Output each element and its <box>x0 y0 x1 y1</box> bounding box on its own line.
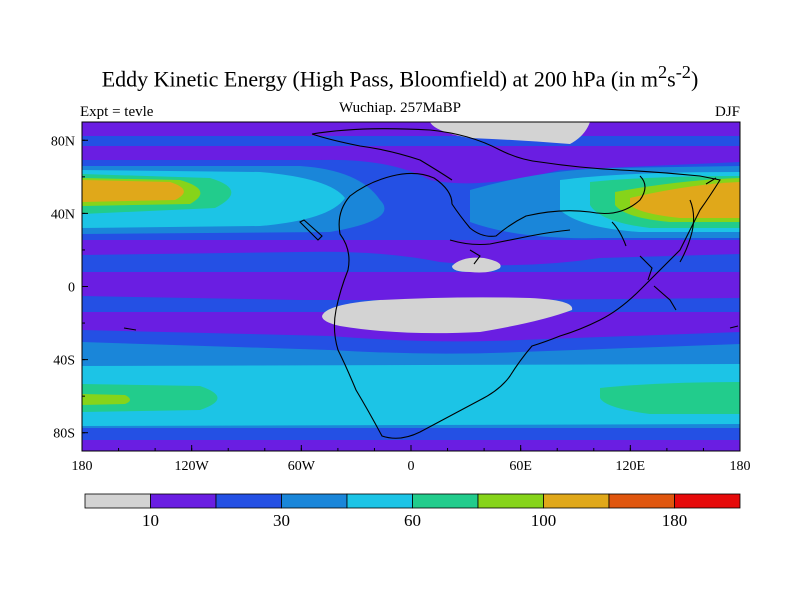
small-terrane-7 <box>123 327 137 331</box>
x-tick-label-60w: 60W <box>288 459 316 474</box>
colorbar-label-60: 60 <box>404 511 421 530</box>
x-tick-label-120e: 120E <box>616 459 646 474</box>
title-superscript-1: 2 <box>657 62 668 82</box>
y-tick-label-80n: 80N <box>51 134 75 149</box>
title-unit-s: s <box>667 66 676 92</box>
x-tick-labels: 180 120W 60W 0 60E 120E 180 <box>72 459 751 474</box>
sh-yellowgreen-west <box>82 394 130 405</box>
colorbar-box-5 <box>412 493 479 509</box>
sh-green-east <box>600 382 740 414</box>
colorbar-box-0 <box>84 493 151 509</box>
equatorial-gray-minimum <box>322 297 573 334</box>
title-main: Eddy Kinetic Energy (High Pass, Bloomfie… <box>101 66 658 92</box>
colorbar <box>84 493 741 509</box>
sh-polar-band <box>82 428 740 440</box>
colorbar-box-7 <box>543 493 610 509</box>
chart-title: Eddy Kinetic Energy (High Pass, Bloomfie… <box>0 62 800 92</box>
colorbar-box-4 <box>346 493 413 509</box>
colorbar-box-1 <box>150 493 217 509</box>
sh-cyan-band <box>82 364 740 426</box>
small-terrane-2 <box>611 221 627 247</box>
polar-gray-minimum <box>430 122 590 144</box>
tropical-band-north <box>82 251 740 272</box>
colorbar-box-3 <box>281 493 348 509</box>
nh-polar-band <box>82 136 740 146</box>
y-tick-label-40s: 40S <box>53 354 75 369</box>
axis-ticks <box>81 139 741 451</box>
y-tick-label-80s: 80S <box>53 427 75 442</box>
season-label: DJF <box>714 104 740 120</box>
small-terrane-3 <box>679 199 695 263</box>
contour-field <box>82 122 740 451</box>
nh-jet-orange-west <box>82 180 184 202</box>
colorbar-box-9 <box>674 493 741 509</box>
title-superscript-2: -2 <box>675 62 691 82</box>
tropical-gray-minimum <box>452 257 501 273</box>
colorbar-label-10: 10 <box>142 511 159 530</box>
colorbar-box-2 <box>215 493 282 509</box>
cimmerian-strip <box>449 229 571 246</box>
y-tick-labels: 80N 40N 0 40S 80S <box>51 134 75 441</box>
chart-subtitle: Wuchiap. 257MaBP <box>339 100 461 116</box>
colorbar-labels: 10 30 60 100 180 <box>142 511 687 530</box>
x-tick-label-120w: 120W <box>175 459 210 474</box>
y-tick-label-0: 0 <box>68 281 75 296</box>
colorbar-box-8 <box>608 493 675 509</box>
small-terrane-8 <box>729 325 739 329</box>
x-tick-label-0: 0 <box>408 459 415 474</box>
colorbar-label-100: 100 <box>531 511 557 530</box>
small-terrane-5 <box>653 285 677 311</box>
colorbar-label-180: 180 <box>662 511 688 530</box>
small-terrane-1 <box>299 219 323 241</box>
small-terrane-4 <box>639 255 653 281</box>
colorbar-box-6 <box>477 493 544 509</box>
experiment-label: Expt = tevle <box>80 104 154 120</box>
x-tick-label-180w: 180 <box>72 459 93 474</box>
pangea-outline <box>311 128 721 439</box>
small-terrane-6 <box>705 177 717 185</box>
coastlines <box>123 128 739 439</box>
x-tick-label-60e: 60E <box>509 459 532 474</box>
small-terrane-9 <box>469 249 481 265</box>
northern-coast <box>311 133 453 181</box>
sh-green-west <box>82 384 218 412</box>
y-tick-label-40n: 40N <box>51 207 75 222</box>
x-tick-label-180e: 180 <box>730 459 751 474</box>
title-close: ) <box>690 66 699 92</box>
colorbar-label-30: 30 <box>273 511 290 530</box>
